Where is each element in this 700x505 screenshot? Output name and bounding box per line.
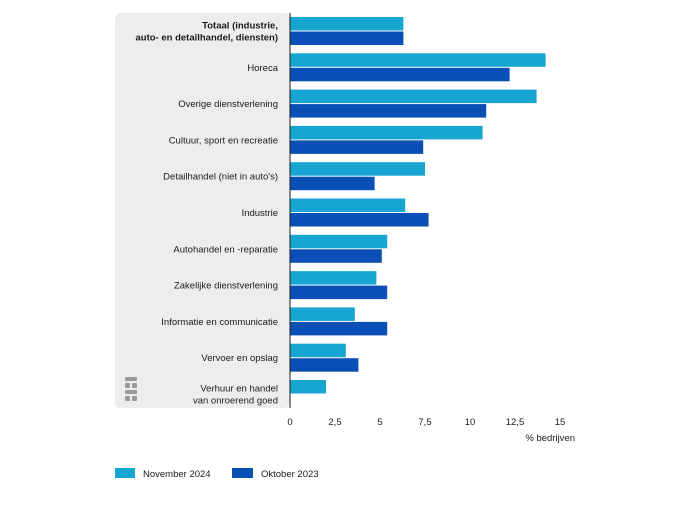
x-tick-label-5: 12,5: [506, 417, 525, 428]
cbs-logo-icon: [125, 377, 137, 401]
x-tick-label-0: 0: [287, 417, 292, 428]
category-label-10: Verhuur en handel van onroerend goed: [193, 384, 278, 407]
bar-oktober-2023-6: [290, 249, 382, 263]
bar-november-2024-10: [290, 380, 326, 394]
bar-oktober-2023-9: [290, 358, 359, 372]
bar-november-2024-4: [290, 162, 425, 176]
legend-swatch-0: [115, 468, 135, 478]
legend-label-1: Oktober 2023: [261, 469, 319, 480]
x-tick-label-3: 7,5: [418, 417, 431, 428]
bar-november-2024-9: [290, 343, 346, 358]
logo-part-4: [125, 396, 130, 401]
category-label-7: Zakelijke dienstverlening: [174, 281, 278, 292]
bar-november-2024-3: [290, 125, 483, 140]
bar-oktober-2023-7: [290, 285, 388, 300]
category-label-6: Autohandel en -reparatie: [173, 244, 278, 255]
logo-part-2: [132, 383, 137, 388]
bar-oktober-2023-4: [290, 176, 375, 191]
bar-november-2024-2: [290, 89, 537, 104]
bar-oktober-2023-0: [290, 31, 404, 45]
legend-swatch-1: [232, 468, 253, 478]
category-label-8: Informatie en communicatie: [161, 317, 278, 328]
category-label-9: Vervoer en opslag: [201, 353, 278, 364]
bar-oktober-2023-2: [290, 104, 487, 118]
bar-november-2024-0: [290, 17, 404, 31]
category-label-0: Totaal (industrie, auto- en detailhandel,…: [135, 21, 278, 44]
bar-november-2024-1: [290, 53, 546, 67]
logo-part-1: [125, 383, 130, 388]
category-label-5: Industrie: [242, 208, 278, 219]
category-label-2: Overige dienstverlening: [178, 99, 278, 110]
bar-november-2024-7: [290, 271, 377, 285]
x-tick-label-4: 10: [465, 417, 476, 428]
category-label-4: Detailhandel (niet in auto's): [163, 172, 278, 183]
logo-part-3: [125, 390, 137, 394]
bar-november-2024-6: [290, 234, 388, 249]
x-axis-ticks: 0 2,5 5 7,5 10 12,5 15: [287, 417, 565, 428]
x-tick-label-6: 15: [555, 417, 566, 428]
bar-oktober-2023-3: [290, 140, 424, 154]
bar-oktober-2023-5: [290, 213, 429, 227]
logo-part-5: [132, 396, 137, 401]
legend: November 2024 Oktober 2023: [115, 468, 319, 480]
legend-label-0: November 2024: [143, 469, 211, 480]
bars-layer: [290, 17, 546, 394]
x-tick-label-2: 5: [377, 417, 382, 428]
x-tick-label-1: 2,5: [328, 417, 341, 428]
bar-november-2024-5: [290, 198, 406, 212]
category-labels: Totaal (industrie, auto- en detailhandel,…: [135, 21, 278, 407]
category-label-3: Cultuur, sport en recreatie: [169, 135, 278, 146]
x-axis-title: % bedrijven: [525, 433, 575, 444]
category-label-panel: [115, 13, 290, 408]
bar-oktober-2023-8: [290, 321, 388, 336]
bar-november-2024-8: [290, 307, 355, 321]
category-label-1: Horeca: [247, 63, 278, 74]
logo-part-0: [125, 377, 137, 381]
bar-oktober-2023-1: [290, 67, 510, 82]
